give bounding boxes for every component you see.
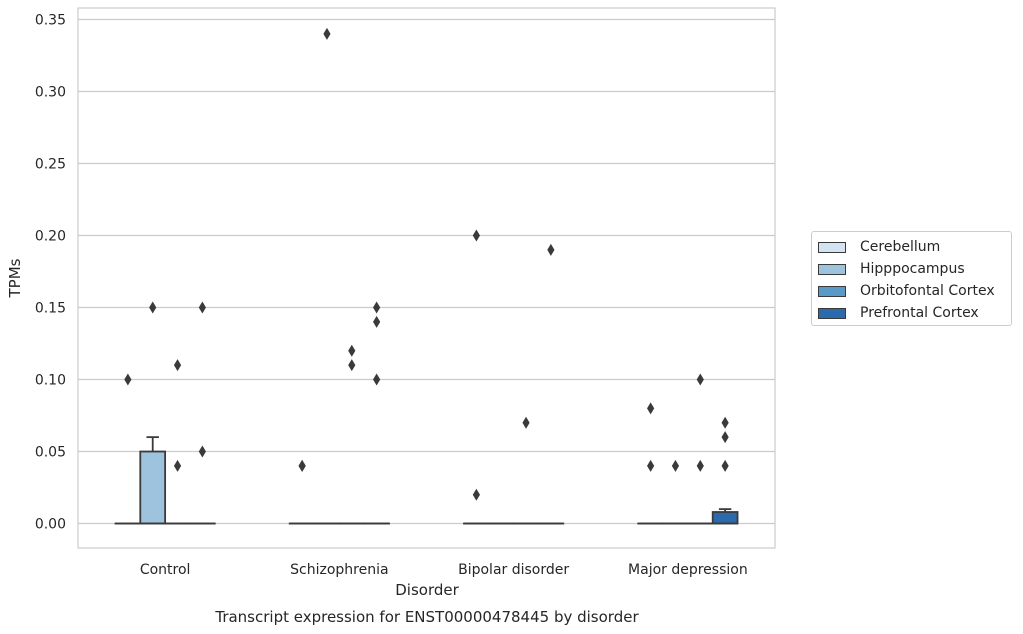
outlier-point: [198, 301, 206, 314]
outlier-point: [198, 445, 206, 458]
legend-swatch-cerebellum: [818, 241, 846, 253]
y-tick-label: 0.15: [35, 301, 66, 317]
outlier-point: [323, 27, 331, 40]
box: [139, 450, 167, 525]
plot-frame: [77, 7, 776, 549]
legend-swatch-hippocampus: [818, 263, 846, 275]
outlier-point: [522, 416, 530, 429]
outlier-point: [373, 373, 381, 386]
outlier-point: [721, 416, 729, 429]
outlier-points: [124, 27, 729, 501]
y-tick-label: 0.30: [35, 85, 66, 101]
y-tick-label: 0.10: [35, 373, 66, 389]
outlier-point: [348, 344, 356, 357]
outlier-point: [173, 459, 182, 472]
outlier-point: [373, 315, 381, 328]
outlier-point: [647, 459, 655, 472]
chart-title: Transcript expression for ENST0000047844…: [214, 608, 639, 626]
outlier-point: [149, 301, 157, 314]
legend-swatch-prefrontal: [818, 307, 846, 319]
y-tick-label: 0.00: [35, 517, 66, 533]
legend-item: Orbitofontal Cortex: [818, 280, 1011, 302]
legend-label: Cerebellum: [860, 239, 941, 255]
legend-item: Cerebellum: [818, 236, 1011, 258]
x-axis-label: Disorder: [395, 581, 459, 599]
outlier-point: [373, 301, 381, 314]
x-tick-labels: Control Schizophrenia Bipolar disorder Majo…: [140, 562, 748, 578]
legend-item: Hipppocampus: [818, 258, 1011, 280]
outlier-point: [124, 373, 132, 386]
outlier-point: [547, 243, 555, 256]
y-tick-labels: 0.00 0.05 0.10 0.15 0.20 0.25 0.30 0.35: [35, 13, 66, 533]
x-tick-label: Major depression: [628, 562, 748, 578]
y-tick-label: 0.20: [35, 229, 66, 245]
outlier-point: [173, 359, 182, 372]
outlier-point: [721, 459, 729, 472]
x-tick-label: Schizophrenia: [290, 562, 388, 578]
grid-lines: [78, 18, 775, 525]
legend-label: Prefrontal Cortex: [860, 305, 979, 321]
outlier-point: [647, 402, 655, 415]
x-tick-label: Bipolar disorder: [458, 562, 569, 578]
legend-label: Hipppocampus: [860, 261, 965, 277]
y-tick-label: 0.25: [35, 157, 66, 173]
outlier-point: [671, 459, 680, 472]
outlier-point: [721, 431, 729, 444]
outlier-point: [298, 459, 306, 472]
y-tick-label: 0.35: [35, 13, 66, 29]
legend-swatch-orbitofrontal: [818, 285, 846, 297]
y-axis-label: TPMs: [6, 258, 24, 298]
outlier-point: [696, 373, 704, 386]
y-tick-label: 0.05: [35, 445, 66, 461]
legend: Cerebellum Hipppocampus Orbitofontal Cor…: [811, 231, 1012, 326]
legend-label: Orbitofontal Cortex: [860, 283, 995, 299]
outlier-point: [348, 359, 356, 372]
box: [711, 511, 739, 525]
box-groups: [114, 436, 739, 525]
legend-item: Prefrontal Cortex: [818, 302, 1011, 324]
outlier-point: [696, 459, 704, 472]
x-tick-label: Control: [140, 562, 191, 578]
outlier-point: [472, 229, 480, 242]
outlier-point: [472, 488, 480, 501]
